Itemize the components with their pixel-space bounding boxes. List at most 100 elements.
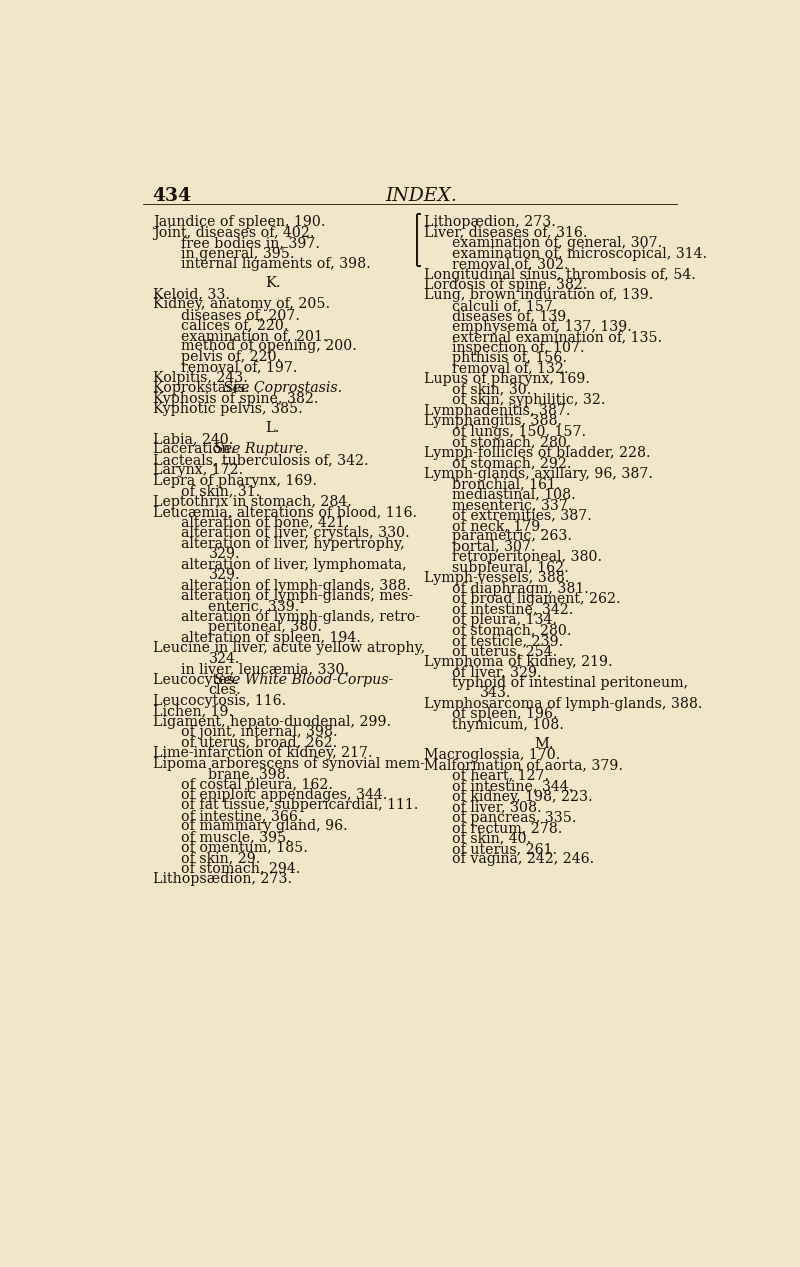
- Text: of pleura, 134.: of pleura, 134.: [452, 613, 557, 627]
- Text: of omentum, 185.: of omentum, 185.: [181, 840, 307, 854]
- Text: Lupus of pharynx, 169.: Lupus of pharynx, 169.: [424, 372, 590, 386]
- Text: Longitudinal sinus, thrombosis of, 54.: Longitudinal sinus, thrombosis of, 54.: [424, 267, 696, 281]
- Text: parametric, 263.: parametric, 263.: [452, 530, 572, 544]
- Text: calculi of, 157.: calculi of, 157.: [452, 299, 558, 313]
- Text: diseases of, 207.: diseases of, 207.: [181, 308, 300, 322]
- Text: of fat tissue, subpericardial, 111.: of fat tissue, subpericardial, 111.: [181, 798, 418, 812]
- Text: external examination of, 135.: external examination of, 135.: [452, 331, 662, 345]
- Text: typhoid of intestinal peritoneum,: typhoid of intestinal peritoneum,: [452, 677, 688, 691]
- Text: 343.: 343.: [480, 687, 511, 701]
- Text: Ligament, hepato-duodenal, 299.: Ligament, hepato-duodenal, 299.: [153, 715, 391, 729]
- Text: Lung, brown induration of, 139.: Lung, brown induration of, 139.: [424, 289, 654, 303]
- Text: Lithopædion, 273.: Lithopædion, 273.: [424, 215, 556, 229]
- Text: Jaundice of spleen, 190.: Jaundice of spleen, 190.: [153, 215, 325, 229]
- Text: Koprokstasis.: Koprokstasis.: [153, 381, 258, 395]
- Text: of intestine, 366.: of intestine, 366.: [181, 808, 302, 824]
- Text: of pancreas, 335.: of pancreas, 335.: [452, 811, 576, 825]
- Text: Liver, diseases of, 316.: Liver, diseases of, 316.: [424, 226, 587, 239]
- Text: method of opening, 200.: method of opening, 200.: [181, 340, 357, 353]
- Text: of rectum, 278.: of rectum, 278.: [452, 821, 562, 835]
- Text: of testicle, 239.: of testicle, 239.: [452, 634, 563, 647]
- Text: calices of, 220.: calices of, 220.: [181, 318, 288, 332]
- Text: of heart, 127.: of heart, 127.: [452, 769, 549, 783]
- Text: Lymphangitis, 388.: Lymphangitis, 388.: [424, 414, 562, 428]
- Text: of liver, 329.: of liver, 329.: [452, 665, 542, 679]
- Text: of skin, 40.: of skin, 40.: [452, 831, 531, 845]
- Text: inspection of, 107.: inspection of, 107.: [452, 341, 585, 355]
- Text: of uterus, 254.: of uterus, 254.: [452, 645, 557, 659]
- Text: INDEX.: INDEX.: [386, 186, 458, 205]
- Text: M.: M.: [534, 736, 554, 750]
- Text: Lymphoma of kidney, 219.: Lymphoma of kidney, 219.: [424, 655, 613, 669]
- Text: of intestine, 342.: of intestine, 342.: [452, 603, 574, 617]
- Text: alteration of liver, crystals, 330.: alteration of liver, crystals, 330.: [181, 526, 410, 540]
- Text: portal, 307.: portal, 307.: [452, 540, 535, 554]
- Text: cles.: cles.: [209, 683, 242, 697]
- Text: Leptothrix in stomach, 284.: Leptothrix in stomach, 284.: [153, 495, 351, 509]
- Text: Kolpitis, 243.: Kolpitis, 243.: [153, 371, 247, 385]
- Text: of skin, 31.: of skin, 31.: [181, 484, 260, 498]
- Text: alteration of lymph-glands, mes-: alteration of lymph-glands, mes-: [181, 589, 413, 603]
- Text: Lepra of pharynx, 169.: Lepra of pharynx, 169.: [153, 474, 317, 488]
- Text: examination of, microscopical, 314.: examination of, microscopical, 314.: [452, 247, 707, 261]
- Text: of skin, syphilitic, 32.: of skin, syphilitic, 32.: [452, 393, 606, 407]
- Text: Leucocytes.: Leucocytes.: [153, 673, 247, 687]
- Text: pelvis of, 220.: pelvis of, 220.: [181, 350, 281, 364]
- Text: bronchial, 161.: bronchial, 161.: [452, 476, 560, 492]
- Text: Lymphadenitis, 387.: Lymphadenitis, 387.: [424, 404, 570, 418]
- Text: 329.: 329.: [209, 547, 240, 561]
- Text: of skin, 29.: of skin, 29.: [181, 851, 260, 865]
- Text: of costal pleura, 162.: of costal pleura, 162.: [181, 778, 333, 792]
- Text: of epiploic appendages, 344.: of epiploic appendages, 344.: [181, 788, 387, 802]
- Text: Leucocytosis, 116.: Leucocytosis, 116.: [153, 694, 286, 708]
- Text: of intestine, 344.: of intestine, 344.: [452, 779, 573, 793]
- Text: Keloid, 33.: Keloid, 33.: [153, 286, 230, 302]
- Text: of diaphragm, 381.: of diaphragm, 381.: [452, 582, 589, 595]
- Text: alteration of spleen, 194.: alteration of spleen, 194.: [181, 631, 361, 645]
- Text: Kyphotic pelvis, 385.: Kyphotic pelvis, 385.: [153, 402, 302, 416]
- Text: of extremities, 387.: of extremities, 387.: [452, 508, 592, 522]
- Text: subpleural, 162.: subpleural, 162.: [452, 561, 569, 575]
- Text: of stomach, 294.: of stomach, 294.: [181, 862, 300, 875]
- Text: Malformation of aorta, 379.: Malformation of aorta, 379.: [424, 758, 623, 772]
- Text: Joint, diseases of, 402.: Joint, diseases of, 402.: [153, 226, 314, 239]
- Text: of joint, internal, 398.: of joint, internal, 398.: [181, 725, 338, 739]
- Text: of neck, 179.: of neck, 179.: [452, 519, 545, 533]
- Text: removal of, 197.: removal of, 197.: [181, 360, 297, 374]
- Text: Lacteals, tuberculosis of, 342.: Lacteals, tuberculosis of, 342.: [153, 452, 368, 468]
- Text: removal of, 302.: removal of, 302.: [452, 257, 569, 271]
- Text: of lungs, 150, 157.: of lungs, 150, 157.: [452, 424, 586, 438]
- Text: peritoneal, 380.: peritoneal, 380.: [209, 621, 322, 635]
- Text: of uterus, broad, 262.: of uterus, broad, 262.: [181, 736, 337, 750]
- Text: internal ligaments of, 398.: internal ligaments of, 398.: [181, 257, 370, 271]
- Text: alteration of lymph-glands, retro-: alteration of lymph-glands, retro-: [181, 609, 420, 623]
- Text: Lymph-vessels, 388.: Lymph-vessels, 388.: [424, 571, 570, 585]
- Text: Kyphosis of spine, 382.: Kyphosis of spine, 382.: [153, 392, 318, 405]
- Text: emphysema of, 137, 139.: emphysema of, 137, 139.: [452, 319, 632, 334]
- Text: brane, 398.: brane, 398.: [209, 767, 291, 780]
- Text: Lordosis of spine, 382.: Lordosis of spine, 382.: [424, 277, 587, 291]
- Text: alteration of lymph-glands, 388.: alteration of lymph-glands, 388.: [181, 579, 410, 593]
- Text: in general, 395.: in general, 395.: [181, 247, 294, 261]
- Text: Lymph-glands, axillary, 96, 387.: Lymph-glands, axillary, 96, 387.: [424, 466, 653, 480]
- Text: of spleen, 196.: of spleen, 196.: [452, 707, 558, 721]
- Text: of muscle, 395.: of muscle, 395.: [181, 830, 290, 844]
- Text: Lymphosarcoma of lymph-glands, 388.: Lymphosarcoma of lymph-glands, 388.: [424, 697, 702, 711]
- Text: See Coprostasis.: See Coprostasis.: [223, 381, 342, 395]
- Text: Labia, 240.: Labia, 240.: [153, 432, 233, 446]
- Text: of mammary gland, 96.: of mammary gland, 96.: [181, 820, 347, 834]
- Text: thymicum, 108.: thymicum, 108.: [452, 718, 564, 732]
- Text: 324.: 324.: [209, 651, 240, 666]
- Text: Lime-infarction of kidney, 217.: Lime-infarction of kidney, 217.: [153, 746, 372, 760]
- Text: Macroglossia, 170.: Macroglossia, 170.: [424, 748, 560, 761]
- Text: of vagina, 242, 246.: of vagina, 242, 246.: [452, 853, 594, 867]
- Text: free bodies in, 397.: free bodies in, 397.: [181, 236, 320, 250]
- Text: of skin, 30.: of skin, 30.: [452, 383, 531, 397]
- Text: of stomach, 280.: of stomach, 280.: [452, 435, 571, 449]
- Text: 329.: 329.: [209, 568, 240, 582]
- Text: Lithopsædion, 273.: Lithopsædion, 273.: [153, 872, 292, 886]
- Text: of stomach, 280.: of stomach, 280.: [452, 623, 571, 637]
- Text: examination of, 201.: examination of, 201.: [181, 329, 327, 343]
- Text: of stomach, 292.: of stomach, 292.: [452, 456, 571, 470]
- Text: L.: L.: [266, 421, 280, 435]
